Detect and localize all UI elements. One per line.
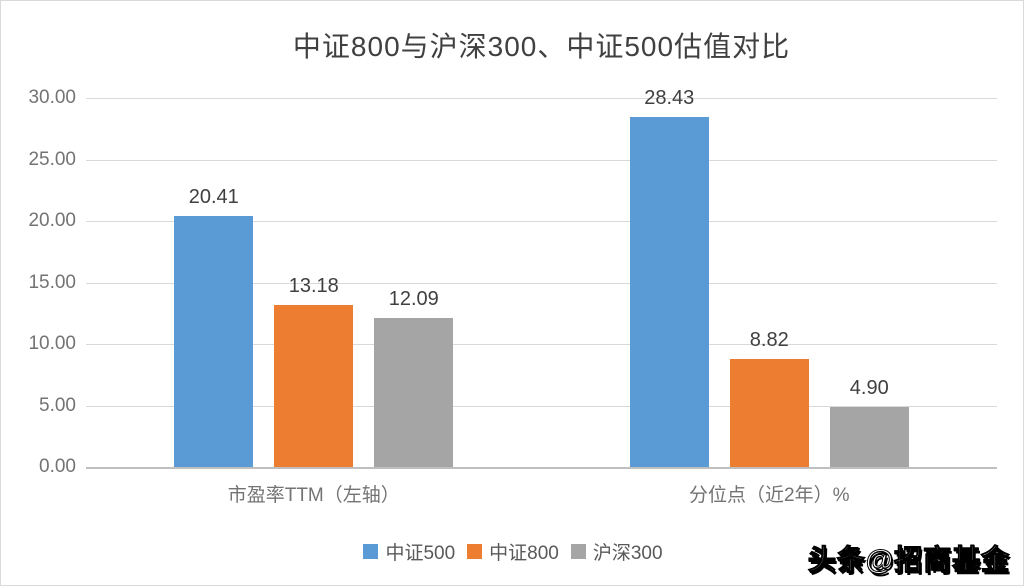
gridline bbox=[86, 405, 997, 407]
gridline bbox=[86, 221, 997, 222]
bar-中证800-2: 8.82 bbox=[729, 329, 809, 467]
legend-swatch-icon bbox=[467, 544, 483, 559]
gridline bbox=[86, 282, 997, 284]
legend-label: 沪深300 bbox=[592, 543, 663, 564]
legend-swatch-icon bbox=[570, 544, 586, 559]
data-label: 13.18 bbox=[288, 274, 339, 297]
gridline bbox=[86, 159, 997, 161]
gridline bbox=[86, 344, 997, 345]
data-label: 28.43 bbox=[644, 87, 695, 110]
watermark: 头条@招商基金 bbox=[807, 544, 1010, 576]
bar-中证500-1: 20.41 bbox=[174, 186, 254, 467]
legend-item-沪深300: 沪深300 bbox=[570, 538, 663, 565]
y-axis-tick: 0.00 bbox=[39, 456, 76, 477]
plot-area: 20.41 13.18 12.09 28.43 8.82 4.90 bbox=[86, 87, 998, 469]
y-axis-tick: 25.00 bbox=[28, 148, 76, 170]
legend: 中证500 中证800 沪深300 bbox=[1, 538, 1023, 565]
gridline bbox=[86, 98, 997, 99]
legend-item-中证500: 中证500 bbox=[363, 538, 455, 565]
bar-group: 20.41 13.18 12.09 bbox=[86, 98, 542, 467]
legend-item-中证800: 中证800 bbox=[467, 538, 559, 565]
data-label: 4.90 bbox=[849, 376, 889, 399]
y-axis-tick: 10.00 bbox=[28, 333, 76, 354]
legend-label: 中证800 bbox=[489, 543, 559, 564]
bar-沪深300-2: 4.90 bbox=[829, 377, 909, 467]
bar-中证500-2: 28.43 bbox=[629, 87, 709, 467]
bar-中证800-1: 13.18 bbox=[274, 275, 354, 467]
data-label: 20.41 bbox=[188, 185, 239, 208]
x-axis-category-label: 分位点（近2年）% bbox=[689, 485, 850, 506]
bar-group: 28.43 8.82 4.90 bbox=[542, 87, 998, 467]
y-axis-tick: 20.00 bbox=[28, 210, 76, 231]
y-axis-tick: 30.00 bbox=[28, 87, 76, 108]
x-axis: 市盈率TTM（左轴） 分位点（近2年）% bbox=[86, 480, 997, 507]
y-axis-tick: 5.00 bbox=[39, 394, 76, 416]
chart-title: 中证800与沪深300、中证500估值对比 bbox=[292, 31, 791, 62]
y-axis-tick: 15.00 bbox=[28, 271, 76, 293]
data-label: 12.09 bbox=[388, 288, 439, 311]
legend-swatch-icon bbox=[363, 544, 379, 559]
data-label: 8.82 bbox=[749, 328, 789, 351]
bar-沪深300-1: 12.09 bbox=[374, 288, 454, 467]
legend-label: 中证500 bbox=[385, 543, 456, 564]
x-axis-category-label: 市盈率TTM（左轴） bbox=[227, 485, 400, 506]
